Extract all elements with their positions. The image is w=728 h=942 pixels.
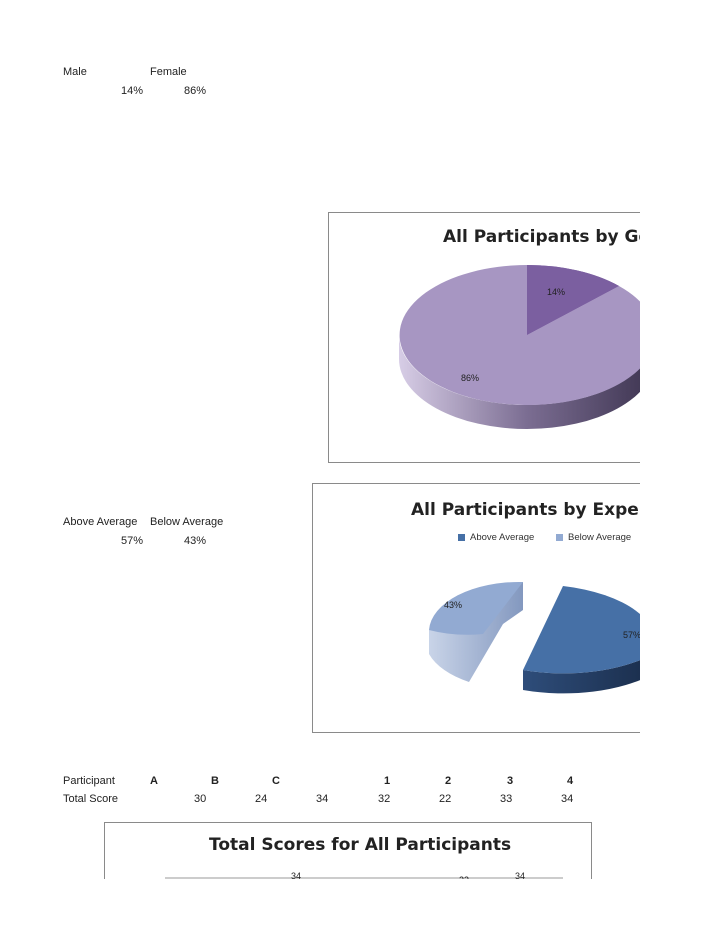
gender-value-female: 86% [184,85,207,97]
experience-legend-above: Above Average [458,532,534,543]
gender-chart-title: All Participants by Gen [443,227,640,247]
gender-pie-side [399,335,640,429]
legend-swatch-above [458,534,465,541]
gender-chart: All Participants by Gen 14% 86% [328,212,640,463]
score-c: 34 [316,793,329,805]
score-3: 33 [500,793,513,805]
scores-chart-label-c: 34 [291,871,302,879]
experience-header-below: Below Average [150,516,224,528]
scores-chart-plot [165,877,563,879]
scores-chart-label-4: 34 [515,871,526,879]
page-content: Male Female 14% 86% All Participants by … [63,66,640,879]
participant-a: A [150,775,158,787]
experience-chart: All Participants by Experie Above Averag… [312,483,640,733]
experience-slice-above-side [523,660,640,694]
gender-value-male: 14% [121,85,144,97]
participant-c: C [272,775,280,787]
score-4: 34 [561,793,574,805]
score-a: 30 [194,793,207,805]
gender-pie-svg [399,264,640,429]
experience-label-above: 57% [623,630,640,640]
gender-header-female: Female [150,66,187,78]
experience-pie-svg [429,581,640,694]
experience-label-below: 43% [444,600,463,610]
gender-slice-female-big [399,265,640,405]
experience-slice-below [429,581,523,635]
gender-slice-male [527,264,619,335]
gender-header-male: Male [63,66,87,78]
scores-row1-label: Participant [63,775,115,787]
experience-value-below: 43% [184,535,207,547]
participant-1: 1 [384,775,391,787]
score-1: 32 [378,793,391,805]
scores-chart-title: Total Scores for All Participants [209,835,512,855]
participant-b: B [211,775,219,787]
scores-row2-label: Total Score [63,793,119,805]
score-b: 24 [255,793,268,805]
participant-4: 4 [567,775,574,787]
experience-chart-title: All Participants by Experie [411,500,640,520]
gender-label-male: 14% [547,287,566,297]
experience-value-above: 57% [121,535,144,547]
experience-slice-above [523,586,640,674]
legend-swatch-below [556,534,563,541]
experience-legend-below: Below Average [556,532,631,543]
experience-legend-above-label: Above Average [470,532,535,543]
participant-2: 2 [445,775,452,787]
scores-chart: Total Scores for All Participants 34 33 … [104,822,592,879]
gender-label-female: 86% [461,373,480,383]
scores-chart-label-3: 33 [459,875,469,879]
experience-header-above: Above Average [63,516,138,528]
participant-3: 3 [507,775,514,787]
score-2: 22 [439,793,452,805]
experience-legend-below-label: Below Average [568,532,632,543]
